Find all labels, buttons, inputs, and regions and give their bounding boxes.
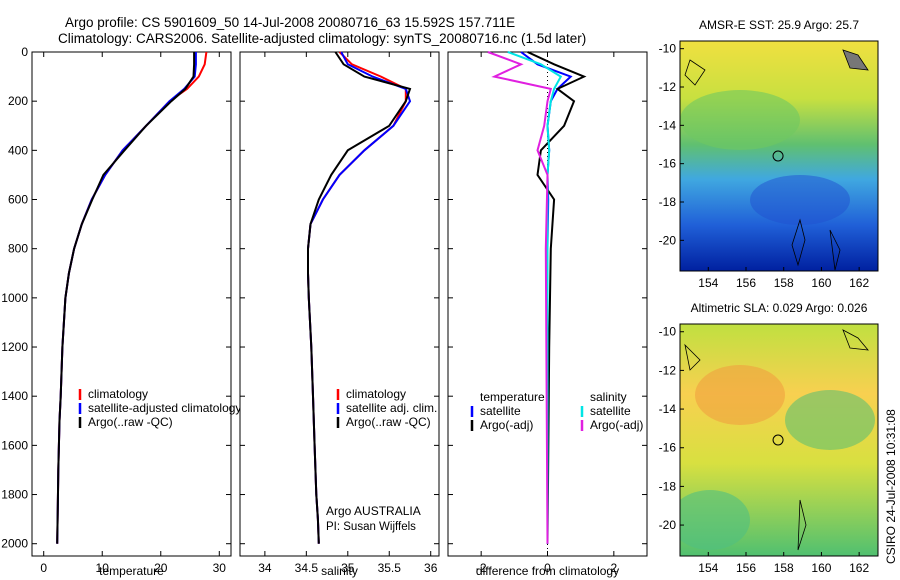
sst-patch [680, 90, 800, 150]
series-line [307, 51, 412, 544]
y-tick-label: -18 [659, 479, 677, 493]
x-tick-label: 158 [774, 276, 794, 290]
temperature-profile-panel: 0 10 20 30 0 200 400 600 800 1000 1200 1400 1600 1800… [1, 45, 241, 578]
island-outline [797, 499, 807, 551]
legend-item: climatology [88, 387, 148, 401]
y-tick-label: 2000 [1, 537, 28, 551]
legend-item: Argo(-adj) [590, 418, 643, 432]
map-frame [679, 40, 879, 272]
plot-frame [239, 51, 440, 557]
y-tick-label: 1400 [1, 389, 28, 403]
y-tick-label: -20 [659, 233, 677, 247]
y-tick-label: 400 [8, 143, 28, 157]
legend-item: climatology [346, 387, 406, 401]
map-title: Altimetric SLA: 0.029 Argo: 0.026 [691, 301, 868, 315]
series-line [56, 52, 196, 544]
legend-item: satellite-adjusted climatology [88, 401, 241, 415]
y-tick-label: -12 [659, 80, 677, 94]
x-tick-label: 36 [424, 561, 438, 575]
y-tick-label: -10 [659, 325, 677, 339]
sst-field [680, 41, 878, 271]
x-tick-label: 162 [849, 276, 869, 290]
x-tick-label: 35 [341, 561, 355, 575]
y-tick-label: 0 [21, 45, 28, 59]
legend-item: Argo(-adj) [480, 418, 533, 432]
y-tick-label: 1600 [1, 438, 28, 452]
sla-map-panel: Altimetric SLA: 0.029 Argo: 0.026 154 156 1… [659, 301, 879, 575]
y-tick-label: -10 [659, 42, 677, 56]
sst-cold-patch [750, 175, 850, 225]
island-outline [842, 329, 869, 351]
series-line [527, 51, 587, 544]
x-axis-label: difference from climatology [476, 564, 619, 578]
sla-low-patch [785, 390, 875, 450]
x-tick-label: 30 [213, 561, 227, 575]
x-tick-label: 154 [698, 276, 718, 290]
legend-heading: temperature [480, 390, 545, 404]
y-tick-label: -16 [659, 157, 677, 171]
island-outline [842, 49, 869, 71]
x-tick-label: -2 [476, 561, 487, 575]
x-tick-label: 160 [811, 276, 831, 290]
y-tick-label: -14 [659, 402, 677, 416]
legend-item: satellite [590, 404, 631, 418]
float-position-marker [772, 434, 784, 446]
island-outline [829, 229, 841, 271]
x-tick-label: 34 [258, 561, 272, 575]
x-tick-label: 160 [811, 561, 831, 575]
sst-map-panel: AMSR-E SST: 25.9 Argo: 25.7 154 156 158 160 1… [659, 18, 879, 290]
x-tick-label: 0 [544, 561, 551, 575]
island-outline [684, 59, 706, 86]
legend-heading: salinity [590, 390, 627, 404]
y-tick-label: -16 [659, 441, 677, 455]
annotation-text: PI: Susan Wijffels [326, 521, 416, 533]
y-tick-label: 1200 [1, 340, 28, 354]
x-tick-label: 162 [849, 561, 869, 575]
map-title: AMSR-E SST: 25.9 Argo: 25.7 [699, 18, 859, 32]
annotation-text: Argo AUSTRALIA [326, 504, 421, 518]
x-tick-label: 34.5 [295, 561, 319, 575]
y-tick-label: 200 [8, 94, 28, 108]
x-tick-label: 35.5 [378, 561, 402, 575]
island-outline [791, 218, 806, 267]
island-outline [684, 343, 701, 371]
x-tick-label: 0 [40, 561, 47, 575]
timestamp-side-label: CSIRO 24-Jul-2008 10:31:08 [884, 409, 898, 564]
y-tick-label: -12 [659, 363, 677, 377]
legend-item: Argo(..raw -QC) [88, 415, 173, 429]
figure-title-line2: Climatology: CARS2006. Satellite-adjuste… [58, 31, 586, 46]
legend-item: satellite [480, 404, 521, 418]
x-tick-label: 20 [154, 561, 168, 575]
legend-item: Argo(..raw -QC) [346, 415, 431, 429]
x-tick-label: 156 [736, 561, 756, 575]
figure-title-line1: Argo profile: CS 5901609_50 14-Jul-2008 … [65, 15, 515, 30]
x-tick-label: 158 [774, 561, 794, 575]
plot-frame [31, 51, 232, 557]
x-axis-label: salinity [321, 564, 358, 578]
y-tick-label: 1000 [1, 291, 28, 305]
x-axis-label: temperature [99, 564, 164, 578]
salinity-profile-panel: 34 34.5 35 35.5 36 salinity climatologysatelli… [239, 51, 440, 578]
float-position-marker [772, 150, 784, 162]
x-tick-label: 10 [96, 561, 110, 575]
sla-low-patch [680, 490, 750, 550]
x-tick-label: 156 [736, 276, 756, 290]
y-tick-label: 600 [8, 193, 28, 207]
y-tick-label: -14 [659, 118, 677, 132]
y-tick-label: 800 [8, 242, 28, 256]
x-tick-label: 154 [698, 561, 718, 575]
legend-item: satellite adj. clim. [346, 401, 437, 415]
series-line [487, 51, 553, 544]
y-tick-label: -20 [659, 518, 677, 532]
sla-high-patch [695, 365, 785, 425]
x-tick-label: 2 [610, 561, 617, 575]
map-frame [679, 323, 879, 557]
y-tick-label: 1800 [1, 488, 28, 502]
y-tick-label: -18 [659, 195, 677, 209]
